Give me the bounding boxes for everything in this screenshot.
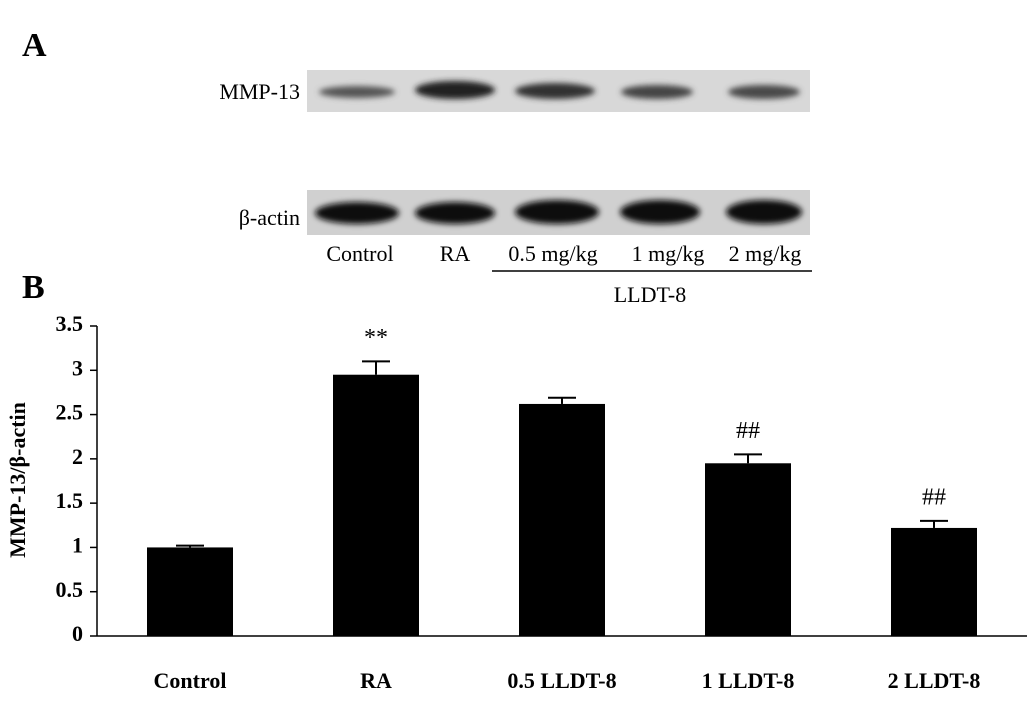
y-tick-label: 2 <box>72 444 83 469</box>
band <box>728 85 800 99</box>
band <box>415 81 495 99</box>
lane-label: RA <box>440 241 471 266</box>
bar <box>333 374 419 636</box>
lane-label: Control <box>326 241 393 266</box>
y-tick-label: 3 <box>72 355 83 380</box>
band <box>621 85 693 99</box>
bar <box>891 527 977 636</box>
blot-mmp13 <box>307 70 810 112</box>
x-tick-label: 1 LLDT-8 <box>702 668 795 693</box>
y-axis-title: MMP-13/β-actin <box>5 402 30 558</box>
blot-actin <box>307 190 810 235</box>
significance-label: ## <box>922 484 946 510</box>
band <box>515 83 595 99</box>
bar <box>147 547 233 636</box>
band <box>415 202 495 224</box>
row-label: β-actin <box>239 205 300 230</box>
band <box>319 86 395 98</box>
x-tick-label: Control <box>154 668 227 693</box>
lane-label: 0.5 mg/kg <box>508 241 597 266</box>
bar <box>705 463 791 636</box>
y-tick-label: 1.5 <box>56 488 84 513</box>
bar <box>519 403 605 636</box>
x-tick-label: 2 LLDT-8 <box>888 668 981 693</box>
row-label: MMP-13 <box>219 79 300 104</box>
band <box>515 200 599 224</box>
y-tick-label: 1 <box>72 532 83 557</box>
panel-label: A <box>22 27 47 64</box>
lane-label: 2 mg/kg <box>729 241 802 266</box>
band <box>726 200 802 224</box>
y-tick-label: 2.5 <box>56 400 84 425</box>
y-tick-label: 0.5 <box>56 577 84 602</box>
x-tick-label: 0.5 LLDT-8 <box>507 668 616 693</box>
panel-label: B <box>22 269 45 306</box>
significance-label: ** <box>364 325 388 351</box>
y-tick-label: 0 <box>72 621 83 646</box>
band <box>315 202 399 224</box>
lane-label: 1 mg/kg <box>632 241 705 266</box>
y-tick-label: 3.5 <box>56 311 84 336</box>
significance-label: ## <box>736 418 760 444</box>
group-label: LLDT-8 <box>614 282 687 307</box>
band <box>620 200 700 224</box>
x-tick-label: RA <box>360 668 392 693</box>
